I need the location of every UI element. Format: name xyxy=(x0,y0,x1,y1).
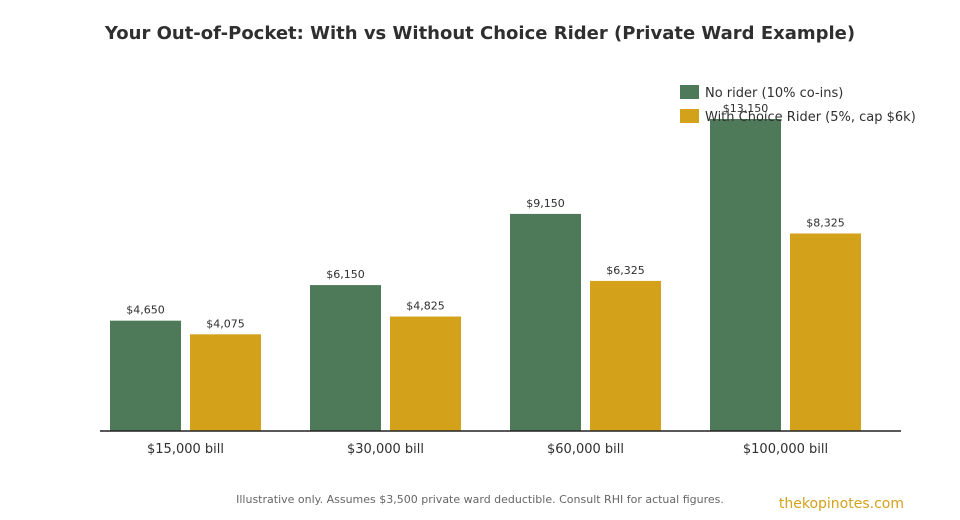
x-tick-label-2: $60,000 bill xyxy=(547,442,624,457)
data-labels-group: $4,650 $4,075 $6,150 $4,825 $9,150 $6,325 $13,… xyxy=(126,102,845,330)
bar-no-rider-3 xyxy=(710,119,781,431)
x-tick-labels: $15,000 bill $30,000 bill $60,000 bill $100… xyxy=(147,442,828,457)
data-label-no-rider-2: $9,150 xyxy=(526,197,565,210)
bar-with-rider-3 xyxy=(790,233,861,431)
bar-no-rider-2 xyxy=(510,213,581,431)
bar-no-rider-1 xyxy=(310,285,381,431)
bar-with-rider-1 xyxy=(390,316,461,431)
legend-label-1: With Choice Rider (5%, cap $6k) xyxy=(705,110,916,125)
bar-with-rider-0 xyxy=(190,334,261,431)
x-tick-label-0: $15,000 bill xyxy=(147,442,224,457)
data-label-no-rider-1: $6,150 xyxy=(326,268,365,281)
bar-no-rider-0 xyxy=(110,320,181,431)
legend: No rider (10% co-ins) With Choice Rider (… xyxy=(680,85,916,125)
bars-group xyxy=(110,119,861,431)
x-tick-label-1: $30,000 bill xyxy=(347,442,424,457)
data-label-with-rider-3: $8,325 xyxy=(806,216,845,229)
footnote: Illustrative only. Assumes $3,500 privat… xyxy=(236,493,724,506)
legend-swatch-0 xyxy=(680,85,699,99)
data-label-with-rider-2: $6,325 xyxy=(606,264,645,277)
data-label-no-rider-3: $13,150 xyxy=(723,102,769,115)
chart-title: Your Out-of-Pocket: With vs Without Choi… xyxy=(104,23,855,44)
data-label-no-rider-0: $4,650 xyxy=(126,304,165,317)
legend-swatch-1 xyxy=(680,109,699,123)
x-tick-label-3: $100,000 bill xyxy=(743,442,828,457)
data-label-with-rider-0: $4,075 xyxy=(206,317,245,330)
legend-label-0: No rider (10% co-ins) xyxy=(705,86,843,101)
bar-with-rider-2 xyxy=(590,280,661,431)
brand-watermark: thekopinotes.com xyxy=(779,496,904,512)
data-label-with-rider-1: $4,825 xyxy=(406,300,445,313)
